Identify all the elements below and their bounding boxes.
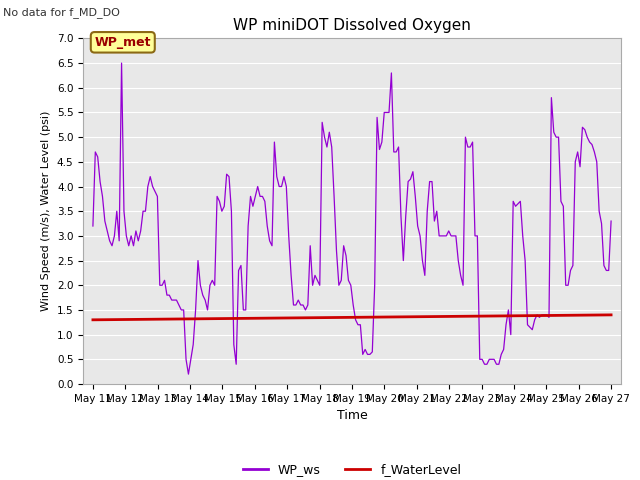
Text: WP_met: WP_met [95, 36, 151, 49]
Legend: WP_ws, f_WaterLevel: WP_ws, f_WaterLevel [237, 458, 467, 480]
Y-axis label: Wind Speed (m/s), Water Level (psi): Wind Speed (m/s), Water Level (psi) [42, 111, 51, 312]
Title: WP miniDOT Dissolved Oxygen: WP miniDOT Dissolved Oxygen [233, 18, 471, 33]
Text: No data for f_MD_DO: No data for f_MD_DO [3, 7, 120, 18]
X-axis label: Time: Time [337, 409, 367, 422]
